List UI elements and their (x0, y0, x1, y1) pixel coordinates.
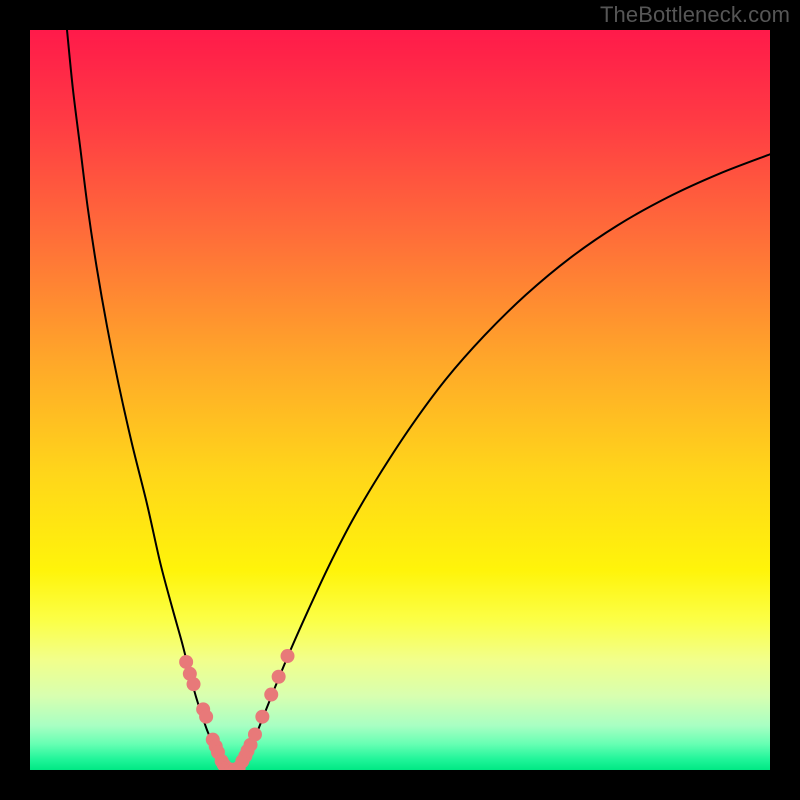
watermark-text: TheBottleneck.com (600, 2, 790, 28)
bottleneck-curve-chart (30, 30, 770, 770)
data-marker-right (281, 649, 295, 663)
data-marker-right (248, 727, 262, 741)
data-marker-right (255, 710, 269, 724)
gradient-background (30, 30, 770, 770)
chart-canvas: TheBottleneck.com (0, 0, 800, 800)
data-marker-left (199, 710, 213, 724)
data-marker-left (179, 655, 193, 669)
data-marker-right (272, 670, 286, 684)
data-marker-right (264, 688, 278, 702)
data-marker-left (187, 677, 201, 691)
plot-area (30, 30, 770, 770)
